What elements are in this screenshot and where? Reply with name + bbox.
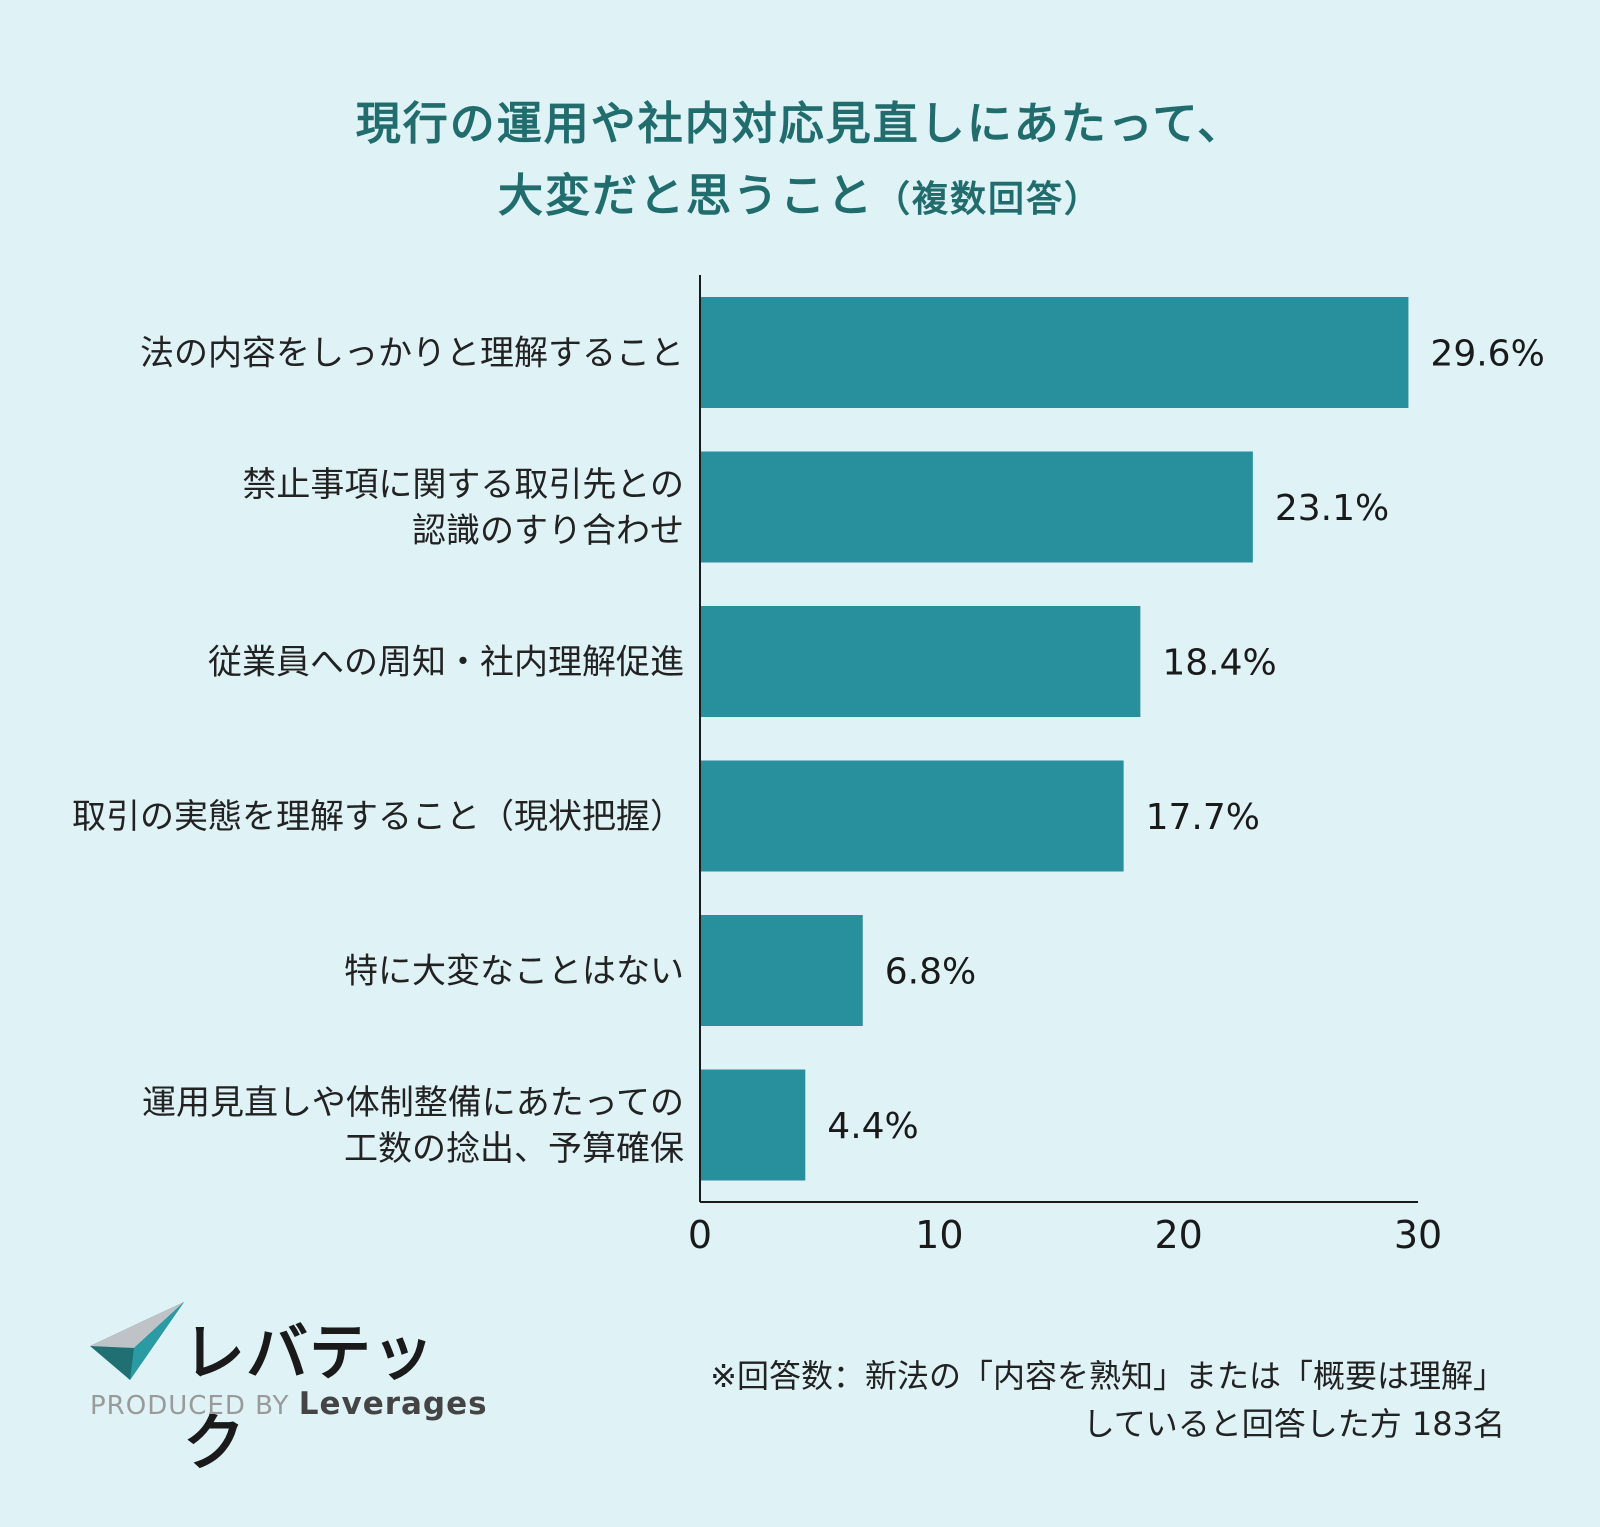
value-label-2: 23.1% xyxy=(1275,488,1389,529)
value-label-6: 4.4% xyxy=(827,1106,918,1147)
category-label-line: 工数の捻出、予算確保 xyxy=(344,1129,684,1169)
respondent-note: ※回答数：新法の「内容を熟知」または「概要は理解」 していると回答した方 183… xyxy=(710,1352,1505,1448)
category-label-3: 従業員への周知・社内理解促進 xyxy=(208,643,684,683)
category-label-2: 禁止事項に関する取引先との認識のすり合わせ xyxy=(242,465,684,551)
note-line-1: ※回答数：新法の「内容を熟知」または「概要は理解」 xyxy=(710,1357,1505,1395)
category-label-line: 禁止事項に関する取引先との xyxy=(242,465,684,505)
category-label-line: 認識のすり合わせ xyxy=(412,511,684,551)
value-label-1: 29.6% xyxy=(1430,334,1544,375)
x-tick-10: 10 xyxy=(915,1213,963,1257)
bar-1 xyxy=(700,297,1409,408)
bar-chart: 法の内容をしっかりと理解すること禁止事項に関する取引先との認識のすり合わせ従業員… xyxy=(72,275,1545,1257)
company-name: Leverages xyxy=(298,1386,488,1422)
note-line-2: していると回答した方 183名 xyxy=(1082,1405,1505,1443)
bar-3 xyxy=(700,606,1141,717)
bar-6 xyxy=(700,1069,806,1181)
bars-group xyxy=(700,297,1409,1181)
x-tick-20: 20 xyxy=(1154,1213,1202,1257)
logo-mark-icon xyxy=(90,1302,184,1380)
x-tick-0: 0 xyxy=(688,1213,712,1257)
category-labels: 法の内容をしっかりと理解すること禁止事項に関する取引先との認識のすり合わせ従業員… xyxy=(72,334,684,1170)
bar-2 xyxy=(700,451,1253,563)
category-label-line: 運用見直しや体制整備にあたっての xyxy=(142,1083,684,1123)
produced-by: PRODUCED BY Leverages xyxy=(90,1386,488,1422)
category-label-6: 運用見直しや体制整備にあたっての工数の捻出、予算確保 xyxy=(142,1083,684,1169)
category-label-1: 法の内容をしっかりと理解すること xyxy=(140,334,684,374)
leverages-logo: レバテック PRODUCED BY Leverages xyxy=(88,1300,488,1479)
category-label-line: 従業員への周知・社内理解促進 xyxy=(208,643,684,683)
value-label-5: 6.8% xyxy=(885,952,976,993)
title-main: 大変だと思うこと xyxy=(497,169,874,222)
title-suffix: （複数回答） xyxy=(874,179,1103,220)
chart-title: 現行の運用や社内対応見直しにあたって、 大変だと思うこと（複数回答） xyxy=(0,88,1600,236)
category-label-line: 法の内容をしっかりと理解すること xyxy=(140,334,684,374)
title-line-1: 現行の運用や社内対応見直しにあたって、 xyxy=(355,97,1245,150)
produced-by-label: PRODUCED BY xyxy=(90,1391,290,1421)
x-tick-labels: 0 10 20 30 xyxy=(688,1213,1442,1257)
category-label-5: 特に大変なことはない xyxy=(344,952,684,992)
category-label-4: 取引の実態を理解すること（現状把握） xyxy=(72,797,684,837)
bar-4 xyxy=(700,760,1124,872)
value-label-4: 17.7% xyxy=(1146,797,1260,838)
value-label-3: 18.4% xyxy=(1162,643,1276,684)
category-label-line: 特に大変なことはない xyxy=(344,952,684,992)
x-tick-30: 30 xyxy=(1394,1213,1442,1257)
category-label-line: 取引の実態を理解すること（現状把握） xyxy=(72,797,684,837)
value-labels: 29.6% 23.1% 18.4% 17.7% 6.8% 4.4% xyxy=(827,334,1544,1148)
bar-5 xyxy=(700,915,863,1026)
title-line-2: 大変だと思うこと（複数回答） xyxy=(0,160,1600,236)
logo-text: レバテック xyxy=(183,1316,436,1479)
